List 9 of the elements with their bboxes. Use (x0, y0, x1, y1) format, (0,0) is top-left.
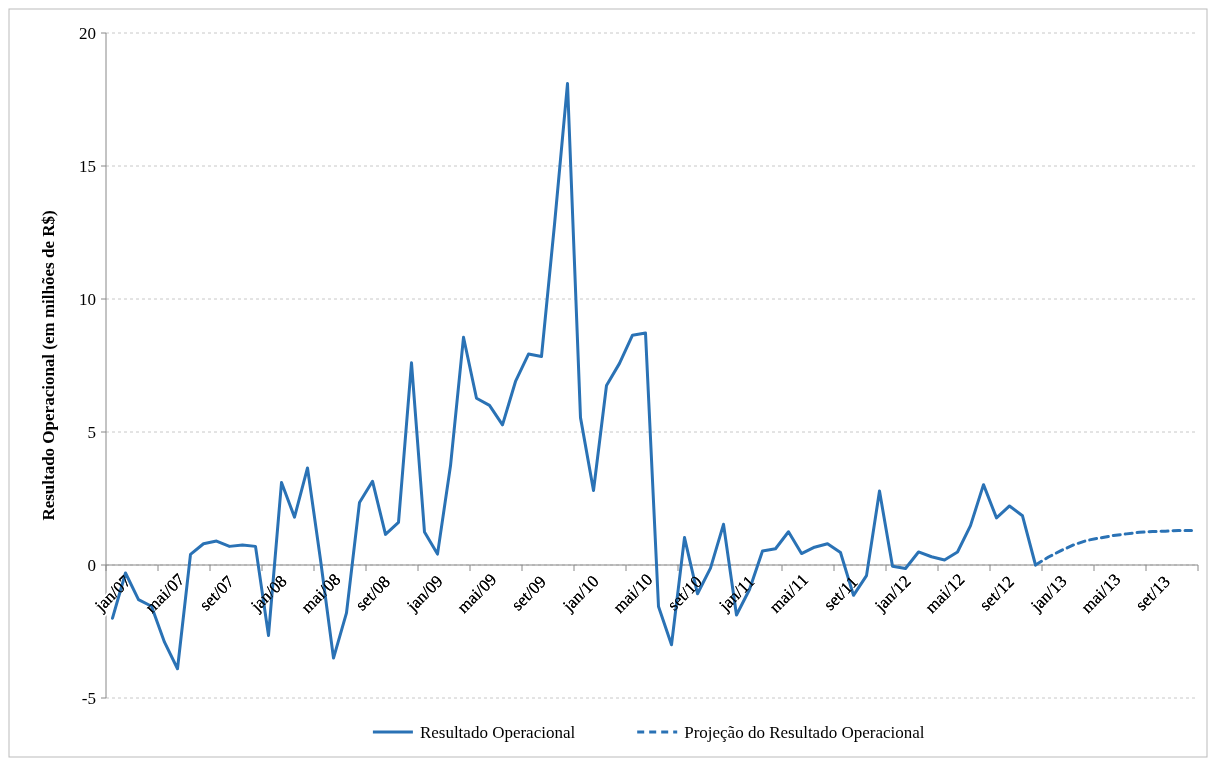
y-tick-label: 0 (87, 555, 96, 575)
y-tick-label: 10 (79, 289, 96, 309)
legend-label: Resultado Operacional (419, 722, 576, 742)
y-tick-label: 15 (79, 156, 96, 176)
y-tick-label: 20 (79, 23, 96, 43)
y-tick-label: -5 (81, 688, 96, 708)
y-tick-label: 5 (87, 422, 96, 442)
y-axis-title: Resultado Operacional (em milhões de R$) (39, 210, 58, 521)
legend-label: Projeção do Resultado Operacional (684, 722, 925, 742)
